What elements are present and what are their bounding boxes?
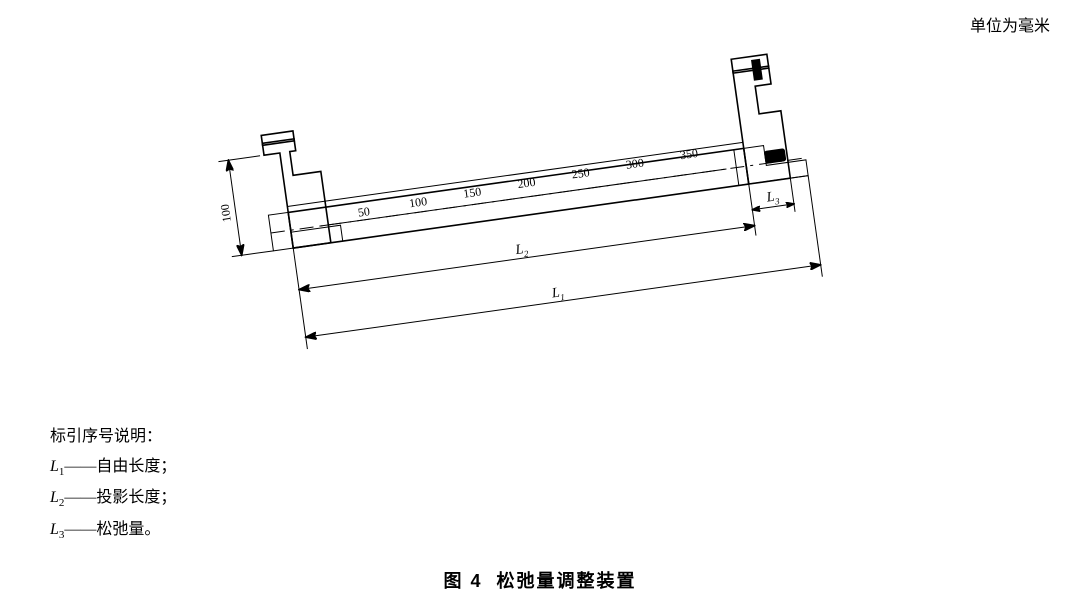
legend-item: L3——松弛量。 bbox=[50, 515, 176, 546]
legend-header: 标引序号说明： bbox=[50, 422, 176, 452]
legend: 标引序号说明： L1——自由长度； L2——投影长度； L3——松弛量。 bbox=[50, 422, 176, 546]
figure-caption: 图 4 松弛量调整装置 bbox=[0, 567, 1080, 593]
technical-diagram: 50 100 150 200 250 300 350 100 L2 L3 bbox=[210, 48, 860, 368]
scale-mark: 250 bbox=[571, 165, 591, 181]
dim-L3: L3 bbox=[765, 189, 781, 208]
scale-marks: 50 100 150 200 250 300 350 bbox=[355, 146, 700, 220]
dim-height: 100 bbox=[218, 203, 234, 223]
dim-L1: L1 bbox=[550, 285, 566, 304]
unit-note: 单位为毫米 bbox=[970, 12, 1050, 36]
scale-mark: 100 bbox=[408, 194, 428, 210]
scale-mark: 350 bbox=[679, 146, 699, 162]
scale-mark: 150 bbox=[462, 184, 482, 200]
legend-item: L1——自由长度； bbox=[50, 452, 176, 483]
scale-mark: 300 bbox=[625, 155, 645, 171]
scale-mark: 50 bbox=[357, 204, 371, 220]
dim-L2: L2 bbox=[514, 241, 530, 260]
legend-item: L2——投影长度； bbox=[50, 483, 176, 514]
scale-mark: 200 bbox=[517, 175, 537, 191]
